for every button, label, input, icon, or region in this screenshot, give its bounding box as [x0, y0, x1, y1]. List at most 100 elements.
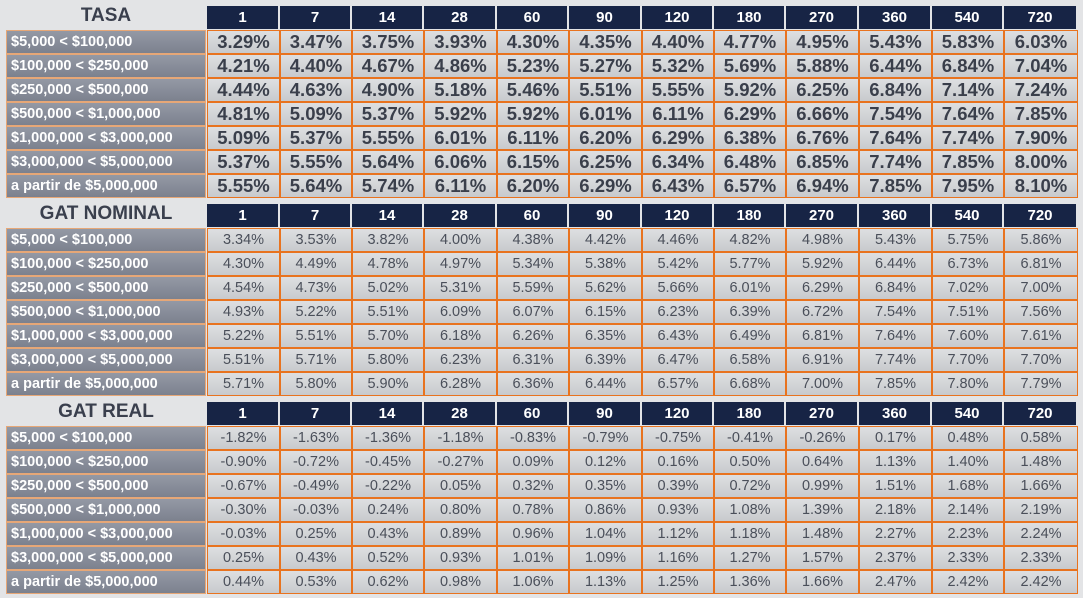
row-label: $100,000 < $250,000 [6, 252, 206, 276]
rate-cell: 2.42% [932, 570, 1004, 594]
column-header: 90 [569, 6, 642, 29]
rate-cell: 7.79% [1004, 372, 1078, 396]
column-header: 1 [207, 204, 280, 227]
rate-cell: -0.03% [207, 522, 280, 546]
column-header: 270 [786, 204, 859, 227]
rate-cell: 6.20% [497, 174, 569, 198]
row-label: $250,000 < $500,000 [6, 474, 206, 498]
table-row: $500,000 < $1,000,000 4.81% 5.09% 5.37% 5.92… [0, 102, 1083, 126]
rate-cell: 6.81% [786, 324, 859, 348]
rate-cell: 0.99% [786, 474, 859, 498]
rate-cell: 5.62% [569, 276, 642, 300]
rate-cell: 3.34% [207, 228, 280, 252]
rate-cell: -0.30% [207, 498, 280, 522]
rate-cell: 6.11% [497, 126, 569, 150]
rate-cell: 6.31% [497, 348, 569, 372]
rate-cell: 2.47% [859, 570, 932, 594]
rate-cell: 6.29% [786, 276, 859, 300]
rate-cell: 7.56% [1004, 300, 1078, 324]
rate-cell: 1.39% [786, 498, 859, 522]
row-label: $500,000 < $1,000,000 [6, 300, 206, 324]
rate-cell: 1.66% [786, 570, 859, 594]
column-header: 540 [932, 204, 1004, 227]
rate-cell: 7.85% [932, 150, 1004, 174]
rate-cell: 1.25% [642, 570, 714, 594]
column-header: 270 [786, 402, 859, 425]
rate-cell: 6.23% [424, 348, 497, 372]
rate-cell: 4.97% [424, 252, 497, 276]
rate-cell: 5.75% [932, 228, 1004, 252]
rate-cell: 0.52% [352, 546, 424, 570]
tasa-header-row: TASA 1 7 14 28 60 90 120 180 270 360 540 720 [0, 3, 1083, 29]
rate-cell: 5.80% [352, 348, 424, 372]
rate-cell: 4.67% [352, 54, 424, 78]
rate-cell: -0.41% [714, 426, 786, 450]
rate-cell: 0.93% [424, 546, 497, 570]
rate-cell: -0.27% [424, 450, 497, 474]
column-header: 360 [859, 204, 932, 227]
rate-cell: 0.89% [424, 522, 497, 546]
column-header: 14 [352, 204, 424, 227]
rate-cell: 7.61% [1004, 324, 1078, 348]
rate-cell: 0.05% [424, 474, 497, 498]
rate-cell: 6.15% [569, 300, 642, 324]
rate-cell: -0.26% [786, 426, 859, 450]
table-row: a partir de $5,000,000 0.44% 0.53% 0.62% 0.9… [0, 570, 1083, 594]
table-row: $5,000 < $100,000 3.29% 3.47% 3.75% 3.93% 4.3… [0, 30, 1083, 54]
rate-cell: 5.55% [207, 174, 280, 198]
rate-cell: 4.30% [497, 30, 569, 54]
table-row: $1,000,000 < $3,000,000 5.22% 5.51% 5.70% 6.… [0, 324, 1083, 348]
rate-cell: 5.90% [352, 372, 424, 396]
rate-cell: 1.51% [859, 474, 932, 498]
rate-cell: 6.09% [424, 300, 497, 324]
table-row: $3,000,000 < $5,000,000 5.37% 5.55% 5.64% 6.… [0, 150, 1083, 174]
rate-cell: 5.51% [569, 78, 642, 102]
rate-cell: 6.76% [786, 126, 859, 150]
rate-cell: 2.27% [859, 522, 932, 546]
rate-cell: 6.39% [569, 348, 642, 372]
rate-cell: 6.84% [859, 78, 932, 102]
rate-cell: 1.18% [714, 522, 786, 546]
rate-cell: 6.29% [642, 126, 714, 150]
rate-cell: 5.09% [280, 102, 352, 126]
rate-cell: 1.48% [1004, 450, 1078, 474]
rate-cell: 1.40% [932, 450, 1004, 474]
row-label: a partir de $5,000,000 [6, 174, 206, 198]
table-row: $5,000 < $100,000 -1.82% -1.63% -1.36% -1.18… [0, 426, 1083, 450]
rate-cell: 6.01% [424, 126, 497, 150]
rate-cell: -0.75% [642, 426, 714, 450]
rate-cell: 6.06% [424, 150, 497, 174]
column-header: 1 [207, 402, 280, 425]
gat-real-title: GAT REAL [58, 401, 154, 422]
rate-cell: 2.33% [1004, 546, 1078, 570]
rate-cell: 5.42% [642, 252, 714, 276]
rate-cell: 0.44% [207, 570, 280, 594]
column-header: 720 [1004, 6, 1078, 29]
rate-cell: 7.95% [932, 174, 1004, 198]
rate-cell: -0.03% [280, 498, 352, 522]
rate-cell: 6.11% [642, 102, 714, 126]
rate-cell: 6.36% [497, 372, 569, 396]
rate-cell: 7.74% [932, 126, 1004, 150]
row-label: $1,000,000 < $3,000,000 [6, 522, 206, 546]
rate-cell: 0.35% [569, 474, 642, 498]
rate-cell: 3.47% [280, 30, 352, 54]
rate-cell: 0.80% [424, 498, 497, 522]
rate-cell: 4.54% [207, 276, 280, 300]
rate-cell: -0.45% [352, 450, 424, 474]
rate-cell: 6.23% [642, 300, 714, 324]
rate-cell: 4.49% [280, 252, 352, 276]
rate-cell: 6.58% [714, 348, 786, 372]
rate-cell: 1.57% [786, 546, 859, 570]
row-label: $5,000 < $100,000 [6, 228, 206, 252]
rate-cell: 0.39% [642, 474, 714, 498]
rate-cell: 5.31% [424, 276, 497, 300]
rate-cell: 1.66% [1004, 474, 1078, 498]
table-row: a partir de $5,000,000 5.71% 5.80% 5.90% 6.2… [0, 372, 1083, 396]
table-row: $250,000 < $500,000 4.44% 4.63% 4.90% 5.18% 5… [0, 78, 1083, 102]
column-header: 60 [497, 6, 569, 29]
rate-cell: 5.02% [352, 276, 424, 300]
column-header: 7 [280, 402, 352, 425]
rate-cell: 7.24% [1004, 78, 1078, 102]
rate-cell: 0.62% [352, 570, 424, 594]
